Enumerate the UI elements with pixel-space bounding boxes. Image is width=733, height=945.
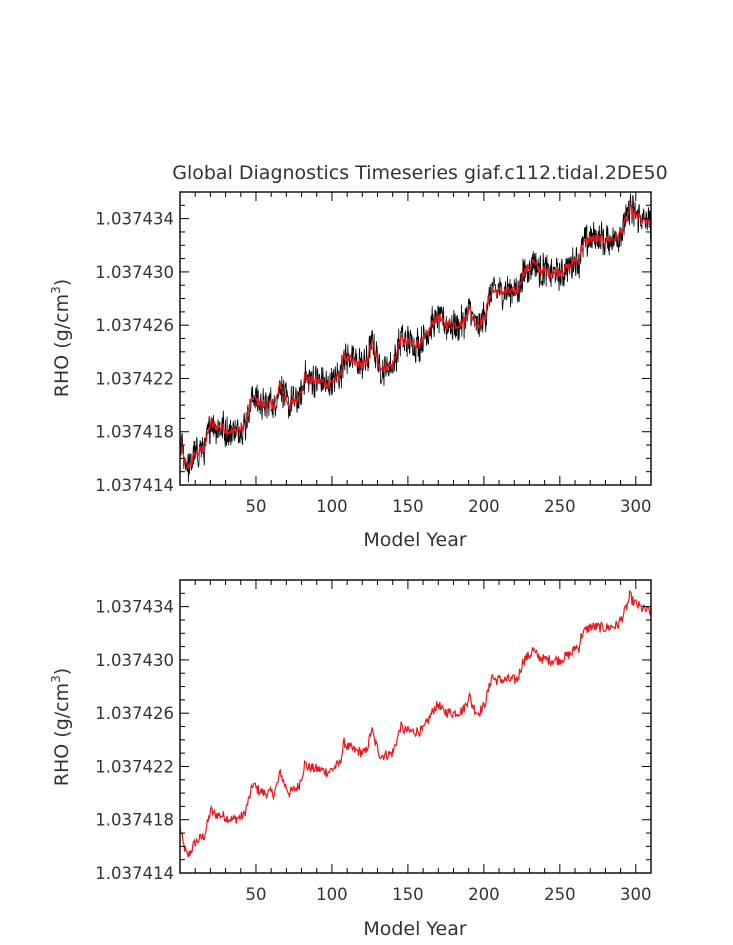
top-x-axis-label: Model Year — [363, 529, 467, 551]
bottom-xtick-label: 150 — [392, 885, 424, 904]
bottom-ytick-label: 1.037422 — [95, 757, 174, 776]
bottom-ytick-label: 1.037430 — [95, 651, 174, 670]
top-xtick-label: 100 — [316, 497, 348, 516]
top-panel: 1.037414 1.037418 1.037422 1.037426 1.037430… — [49, 191, 652, 551]
top-tick-marks — [180, 192, 651, 485]
bottom-x-axis-label: Model Year — [363, 918, 467, 940]
bottom-y-axis-label: RHO (g/cm3) — [49, 668, 73, 786]
top-xtick-label: 50 — [245, 497, 266, 516]
top-ytick-label: 1.037414 — [95, 476, 174, 495]
top-y-axis-label: RHO (g/cm3) — [49, 279, 73, 397]
top-ytick-label: 1.037418 — [95, 423, 174, 442]
top-plot-frame — [179, 191, 652, 486]
top-xtick-label: 250 — [544, 497, 576, 516]
bottom-ytick-label: 1.037426 — [95, 704, 174, 723]
bottom-plot-frame — [179, 579, 652, 874]
bottom-xtick-label: 100 — [316, 885, 348, 904]
bottom-ytick-label: 1.037434 — [95, 598, 174, 617]
bottom-ytick-label: 1.037414 — [95, 864, 174, 883]
bottom-panel: 1.037414 1.037418 1.037422 1.037426 1.037430… — [49, 579, 652, 940]
bottom-xtick-label: 250 — [544, 885, 576, 904]
top-ytick-label: 1.037434 — [95, 210, 174, 229]
bottom-tick-marks — [180, 580, 651, 873]
top-ytick-label: 1.037430 — [95, 263, 174, 282]
top-xtick-label: 150 — [392, 497, 424, 516]
bottom-xtick-label: 200 — [468, 885, 500, 904]
bottom-series-annual-mean — [180, 589, 651, 858]
top-xtick-label: 200 — [468, 497, 500, 516]
chart-title: Global Diagnostics Timeseries giaf.c112.… — [172, 162, 667, 184]
bottom-ytick-label: 1.037418 — [95, 811, 174, 830]
top-ytick-label: 1.037426 — [95, 316, 174, 335]
top-series-annual-mean — [180, 201, 651, 470]
bottom-xtick-label: 300 — [620, 885, 652, 904]
bottom-xtick-label: 50 — [245, 885, 266, 904]
top-ytick-label: 1.037422 — [95, 369, 174, 388]
top-series-monthly — [180, 193, 651, 483]
top-xtick-label: 300 — [620, 497, 652, 516]
